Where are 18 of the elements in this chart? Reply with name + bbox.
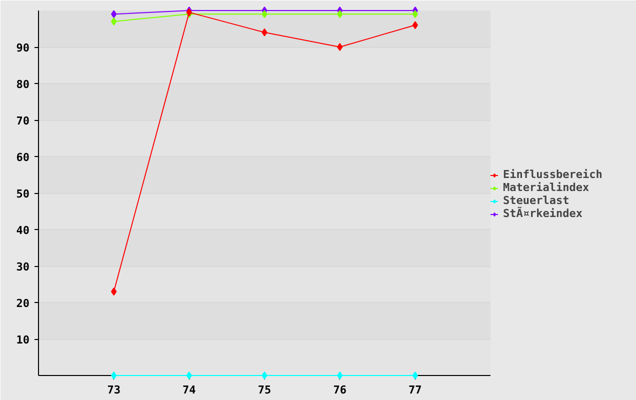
y-tick-label: 50 [16, 188, 30, 200]
legend-label: StÃ¤rkeindex [503, 207, 582, 220]
y-tick-label: 30 [16, 260, 30, 274]
legend-label: Materialindex [503, 181, 590, 194]
y-tick-label: 70 [16, 114, 30, 128]
y-tick-label: 40 [16, 224, 30, 237]
legend-label: Steuerlast [503, 194, 570, 207]
y-tick-label: 80 [16, 78, 30, 91]
y-tick-label: 20 [16, 297, 30, 310]
x-tick-label: 75 [258, 384, 272, 396]
y-tick-label: 10 [16, 334, 30, 346]
x-tick-label: 77 [408, 384, 422, 396]
x-tick-label: 74 [182, 384, 196, 396]
legend-label: Einflussbereich [503, 168, 602, 181]
y-tick-label: 60 [16, 151, 30, 164]
x-tick-label: 73 [107, 384, 120, 396]
y-tick-label: 90 [16, 42, 30, 54]
x-tick-label: 76 [333, 384, 347, 396]
